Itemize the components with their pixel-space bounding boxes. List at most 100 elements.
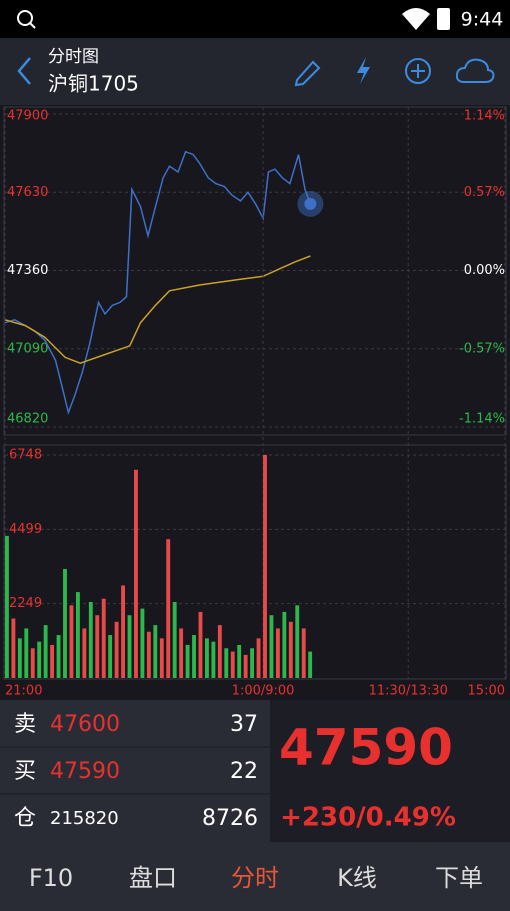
volume-bar	[159, 638, 164, 678]
volume-bar	[30, 648, 35, 678]
sell-volume: 37	[230, 712, 258, 737]
volume-bar	[56, 635, 61, 678]
volume-bar	[205, 638, 209, 678]
volume-bar	[121, 585, 125, 678]
status-bar	[0, 0, 510, 38]
price-line	[4, 255, 311, 364]
price-line	[4, 150, 312, 416]
buy-label: 买	[14, 759, 36, 784]
volume-bar	[275, 628, 280, 678]
y-tick-label: 6748	[9, 448, 42, 463]
y-tick-label: 4499	[9, 522, 42, 537]
volume-bar	[37, 641, 42, 678]
y2-tick-label: 0.00%	[464, 263, 505, 278]
add-button[interactable]	[405, 58, 431, 84]
wifi-icon	[402, 8, 430, 30]
y-tick-label: 2249	[9, 596, 42, 611]
battery-icon	[437, 8, 450, 30]
y2-tick-label: -1.14%	[459, 412, 505, 427]
sell-label: 卖	[14, 712, 36, 737]
buy-volume: 22	[230, 759, 258, 784]
tab[interactable]: K线	[337, 864, 377, 892]
search-icon[interactable]	[17, 10, 33, 26]
volume-bar	[95, 615, 100, 678]
volume-bar	[140, 608, 145, 678]
y-tick-label: 47630	[7, 185, 48, 200]
volume-bar	[295, 605, 300, 678]
volume-bar	[263, 455, 267, 678]
volume-bar	[237, 644, 242, 678]
search-icon-handle	[29, 22, 36, 29]
volume-bar	[308, 651, 313, 678]
volume-bar	[256, 638, 261, 678]
volume-bar	[50, 644, 55, 678]
y-tick-label: 47090	[7, 341, 48, 356]
volume-bar	[250, 648, 255, 678]
y-tick-label: 46820	[7, 412, 48, 427]
volume-bar	[114, 621, 119, 678]
volume-bar	[185, 644, 190, 678]
flash-button[interactable]	[357, 57, 370, 84]
cloud-button[interactable]	[455, 58, 495, 83]
y2-tick-label: 0.57%	[464, 185, 505, 200]
volume-bar	[108, 635, 113, 678]
volume-bar	[211, 641, 216, 678]
y-tick-label: 47900	[7, 109, 48, 124]
tab-bar	[0, 842, 510, 911]
position-label: 仓	[14, 806, 36, 831]
buy-price: 47590	[50, 759, 120, 784]
volume-bar	[192, 635, 196, 678]
clock: 9:44	[461, 9, 504, 31]
y-tick-label: 47360	[7, 263, 48, 278]
volume-bar	[24, 628, 29, 678]
position-change: 8726	[202, 806, 258, 831]
tab[interactable]: 下单	[435, 864, 483, 892]
volume-bar	[179, 628, 184, 678]
volume-bar	[282, 611, 287, 678]
volume-bar	[101, 598, 106, 678]
tab[interactable]: F10	[29, 864, 73, 892]
volume-bar	[288, 621, 293, 678]
x-tick-label: 21:00	[5, 684, 42, 699]
edit-button[interactable]	[294, 60, 321, 87]
price-frame	[3, 106, 507, 436]
volume-bar	[230, 651, 235, 678]
volume-bar	[198, 611, 203, 678]
volume-bar	[17, 638, 22, 678]
volume-bar	[43, 625, 48, 678]
position: 215820	[50, 808, 119, 829]
volume-bar	[166, 539, 171, 678]
x-tick-label: 15:00	[468, 684, 505, 699]
volume-bar	[75, 592, 80, 678]
add-button-plus	[411, 64, 425, 78]
volume-bar	[11, 618, 16, 678]
volume-bar	[63, 568, 67, 678]
back-button[interactable]	[17, 57, 31, 85]
x-tick-label: 11:30/13:30	[369, 684, 448, 699]
tab[interactable]: 盘口	[129, 864, 177, 892]
header-title: 分时图	[48, 47, 99, 67]
volume-bar	[146, 631, 151, 678]
y2-tick-label: -0.57%	[459, 341, 505, 356]
volume-bar	[69, 605, 74, 678]
x-tick-label: 1:00/9:00	[232, 684, 295, 699]
y2-tick-label: 1.14%	[464, 109, 505, 124]
volume-bar	[5, 535, 9, 678]
last-price: 47590	[279, 719, 453, 777]
volume-frame	[3, 444, 507, 680]
volume-bar	[134, 469, 138, 678]
tab[interactable]: 分时	[231, 864, 279, 892]
volume-bar	[88, 601, 93, 678]
current-price-dot	[304, 197, 317, 210]
sell-price: 47600	[50, 712, 120, 737]
volume-bar	[153, 625, 158, 678]
volume-bar	[127, 615, 132, 678]
volume-bar	[172, 601, 177, 678]
volume-bar	[82, 628, 87, 678]
volume-bar	[243, 654, 248, 678]
order-book	[0, 700, 270, 842]
volume-bar	[217, 625, 222, 678]
price-box	[270, 700, 510, 842]
